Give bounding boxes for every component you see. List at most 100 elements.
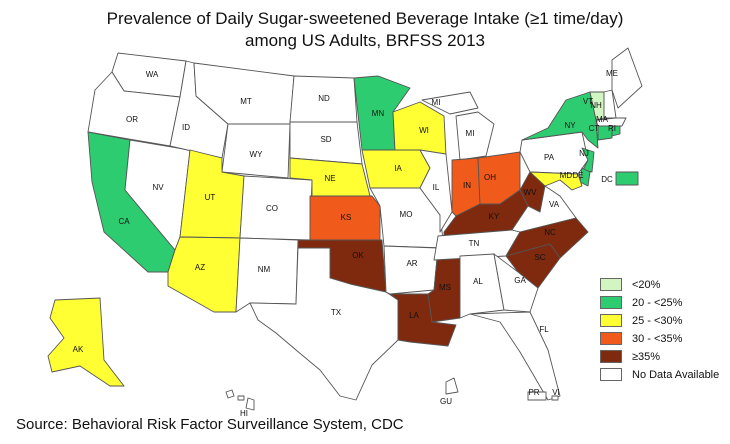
svg-text:TN: TN: [469, 239, 480, 248]
legend-item: 20 - <25%: [600, 294, 719, 311]
legend-label: 25 - <30%: [632, 314, 683, 327]
svg-text:ID: ID: [182, 123, 190, 132]
svg-text:PA: PA: [544, 153, 555, 162]
legend-label: <20%: [632, 278, 661, 291]
legend-swatch-ge35: [600, 350, 622, 363]
svg-text:AR: AR: [406, 259, 417, 268]
legend-swatch-nodata: [600, 368, 622, 381]
svg-text:AZ: AZ: [195, 263, 205, 272]
state-ct[interactable]: [597, 125, 613, 141]
svg-text:CA: CA: [118, 217, 130, 226]
svg-text:OR: OR: [126, 115, 138, 124]
state-il[interactable]: [419, 149, 453, 233]
state-mi[interactable]: [421, 91, 495, 161]
svg-text:GU: GU: [440, 397, 452, 406]
state-ma[interactable]: [595, 117, 627, 127]
svg-text:MA: MA: [596, 115, 609, 124]
legend-label: 30 - <35%: [632, 332, 683, 345]
svg-text:FL: FL: [539, 325, 549, 334]
state-labels: WA OR CA NV ID MT WY UT AZ CO NM ND SD N…: [73, 69, 618, 418]
state-az[interactable]: [167, 236, 241, 313]
title-line-1: Prevalence of Daily Sugar-sweetened Beve…: [106, 9, 624, 28]
state-nm[interactable]: [235, 237, 299, 313]
state-pr[interactable]: [527, 391, 547, 401]
legend-label: 20 - <25%: [632, 296, 683, 309]
svg-text:ND: ND: [318, 94, 330, 103]
svg-text:IL: IL: [433, 183, 440, 192]
svg-text:VT: VT: [583, 97, 593, 106]
svg-text:SC: SC: [534, 253, 545, 262]
state-ri[interactable]: [611, 125, 621, 137]
state-tx[interactable]: [249, 247, 399, 401]
svg-text:HI: HI: [240, 409, 248, 418]
state-vi[interactable]: [551, 395, 559, 401]
svg-text:CT: CT: [589, 124, 600, 133]
svg-text:NJ: NJ: [579, 149, 589, 158]
svg-text:TX: TX: [331, 308, 342, 317]
svg-text:WV: WV: [524, 188, 538, 197]
legend-item: 25 - <30%: [600, 312, 719, 329]
map-title: Prevalence of Daily Sugar-sweetened Beve…: [0, 8, 730, 52]
legend-swatch-lt20: [600, 278, 622, 291]
svg-text:MS: MS: [439, 283, 451, 292]
state-md[interactable]: [529, 171, 583, 191]
state-ar[interactable]: [383, 245, 439, 295]
svg-text:WA: WA: [146, 70, 159, 79]
svg-text:NM: NM: [258, 265, 271, 274]
svg-text:OK: OK: [352, 251, 364, 260]
svg-text:NY: NY: [564, 121, 576, 130]
state-wy[interactable]: [221, 123, 291, 179]
svg-text:NE: NE: [324, 174, 335, 183]
legend-swatch-25-30: [600, 314, 622, 327]
svg-text:AL: AL: [473, 277, 483, 286]
svg-text:MT: MT: [240, 97, 252, 106]
svg-text:DE: DE: [572, 171, 583, 180]
state-ks[interactable]: [309, 195, 381, 241]
title-line-2: among US Adults, BRFSS 2013: [244, 31, 486, 50]
svg-text:IA: IA: [394, 164, 402, 173]
svg-text:DC: DC: [601, 175, 613, 184]
legend-label: ≥35%: [632, 350, 661, 363]
state-ga[interactable]: [493, 253, 539, 313]
legend-label: No Data Available: [632, 368, 720, 381]
svg-text:WY: WY: [250, 150, 264, 159]
svg-text:MN: MN: [372, 109, 385, 118]
legend: <20% 20 - <25% 25 - <30% 30 - <35% ≥35% …: [600, 276, 719, 384]
svg-text:CO: CO: [266, 204, 278, 213]
legend-item: 30 - <35%: [600, 330, 719, 347]
svg-text:NV: NV: [152, 183, 164, 192]
legend-item: No Data Available: [600, 366, 719, 383]
svg-text:RI: RI: [608, 124, 616, 133]
svg-text:IN: IN: [463, 181, 471, 190]
state-de[interactable]: [579, 167, 591, 187]
state-hi[interactable]: [225, 389, 255, 411]
legend-item: <20%: [600, 276, 719, 293]
state-dc[interactable]: [615, 171, 639, 186]
svg-text:WI: WI: [419, 126, 429, 135]
svg-text:LA: LA: [409, 311, 419, 320]
state-me[interactable]: [611, 47, 643, 109]
svg-text:MO: MO: [400, 210, 413, 219]
svg-text:NH: NH: [590, 101, 602, 110]
state-ak[interactable]: [47, 297, 125, 387]
svg-text:VI: VI: [552, 388, 560, 397]
svg-text:KY: KY: [489, 212, 500, 221]
legend-swatch-30-35: [600, 332, 622, 345]
svg-text:PR: PR: [528, 388, 539, 397]
svg-text:MI: MI: [466, 129, 475, 138]
svg-text:MI: MI: [432, 98, 441, 107]
svg-text:AK: AK: [73, 345, 84, 354]
svg-text:OH: OH: [484, 173, 496, 182]
source-note: Source: Behavioral Risk Factor Surveilla…: [16, 416, 404, 433]
svg-text:ME: ME: [606, 69, 618, 78]
state-gu[interactable]: [445, 377, 459, 395]
svg-text:MD: MD: [560, 171, 573, 180]
legend-swatch-20-25: [600, 296, 622, 309]
svg-text:SD: SD: [320, 135, 331, 144]
state-sc[interactable]: [505, 243, 561, 289]
svg-text:KS: KS: [341, 213, 352, 222]
svg-text:VA: VA: [549, 200, 560, 209]
svg-text:GA: GA: [514, 276, 526, 285]
state-al[interactable]: [459, 253, 505, 319]
